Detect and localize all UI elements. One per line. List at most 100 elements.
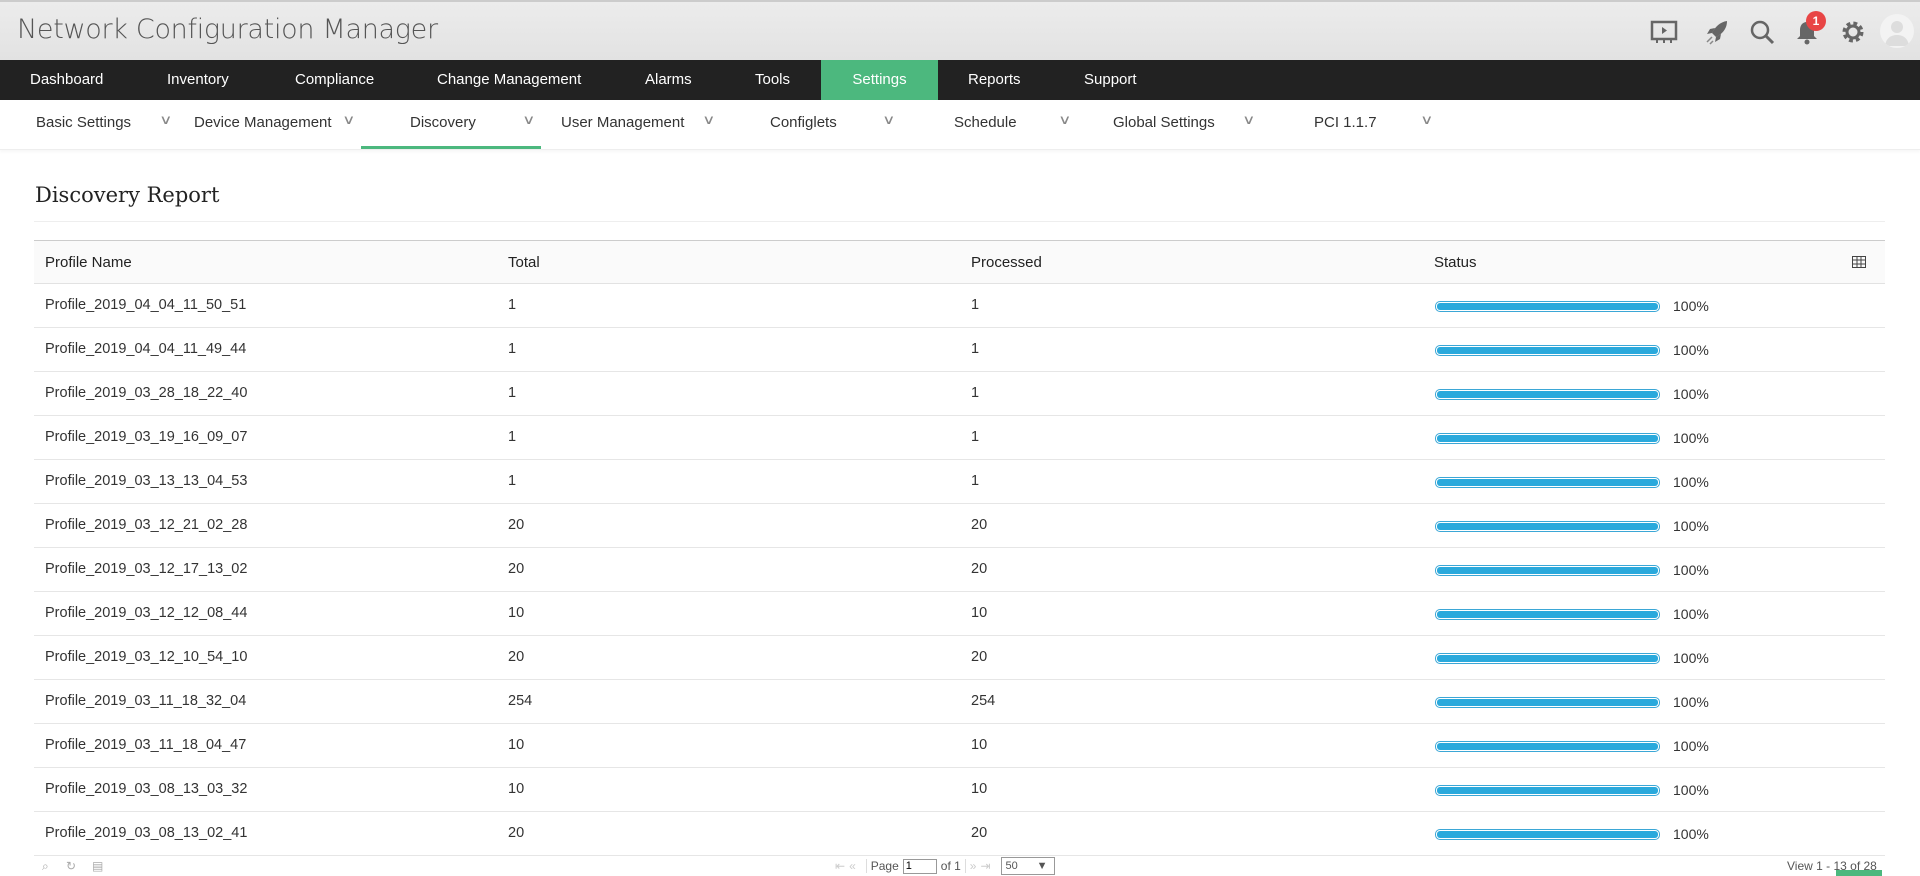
search-icon[interactable] <box>1748 18 1776 46</box>
columns-icon[interactable]: ▤ <box>92 859 104 873</box>
chevron-down-icon[interactable]: ∨ <box>342 112 356 127</box>
total-value: 10 <box>508 605 525 621</box>
progress-bar <box>1435 653 1660 664</box>
tab-configlets[interactable]: Configlets <box>770 114 837 131</box>
tab-discovery[interactable]: Discovery <box>410 114 476 131</box>
total-value: 1 <box>508 429 517 445</box>
user-avatar[interactable] <box>1880 14 1914 48</box>
status-percent: 100% <box>1673 606 1709 622</box>
profile-name[interactable]: Profile_2019_03_13_13_04_53 <box>45 473 248 489</box>
divider <box>34 221 1885 222</box>
table-row[interactable]: Profile_2019_03_12_10_54_10 20 20 100% <box>34 636 1885 680</box>
profile-name[interactable]: Profile_2019_03_08_13_02_41 <box>45 825 248 841</box>
next-page-icon[interactable]: » <box>969 859 977 873</box>
chevron-down-icon[interactable]: ∨ <box>159 112 173 127</box>
table-row[interactable]: Profile_2019_04_04_11_50_51 1 1 100% <box>34 284 1885 328</box>
nav-change-management[interactable]: Change Management <box>437 71 582 88</box>
column-status[interactable]: Status <box>1434 254 1477 271</box>
profile-name[interactable]: Profile_2019_03_11_18_32_04 <box>45 693 247 709</box>
table-row[interactable]: Profile_2019_03_08_13_02_41 20 20 100% <box>34 812 1885 856</box>
processed-value: 254 <box>971 693 996 709</box>
tab-pci[interactable]: PCI 1.1.7 <box>1314 114 1377 131</box>
profile-name[interactable]: Profile_2019_03_08_13_03_32 <box>45 781 248 797</box>
page-size-select[interactable]: 50 ▼ <box>1000 857 1055 875</box>
table-row[interactable]: Profile_2019_03_12_21_02_28 20 20 100% <box>34 504 1885 548</box>
dropdown-arrow-icon: ▼ <box>1036 860 1048 872</box>
table-row[interactable]: Profile_2019_03_12_17_13_02 20 20 100% <box>34 548 1885 592</box>
tab-device-management[interactable]: Device Management <box>194 114 332 131</box>
profile-name[interactable]: Profile_2019_03_12_17_13_02 <box>45 561 248 577</box>
table-row[interactable]: Profile_2019_03_19_16_09_07 1 1 100% <box>34 416 1885 460</box>
total-value: 20 <box>508 825 525 841</box>
presentation-icon[interactable] <box>1650 18 1678 46</box>
progress-bar <box>1435 477 1660 488</box>
progress-bar <box>1435 301 1660 312</box>
processed-value: 20 <box>971 825 988 841</box>
tab-user-management[interactable]: User Management <box>561 114 685 131</box>
profile-name[interactable]: Profile_2019_03_12_21_02_28 <box>45 517 248 533</box>
status-percent: 100% <box>1673 782 1709 798</box>
notification-badge[interactable]: 1 <box>1806 11 1826 31</box>
status-percent: 100% <box>1673 518 1709 534</box>
page-count: of 1 <box>941 859 966 873</box>
table-row[interactable]: Profile_2019_03_12_12_08_44 10 10 100% <box>34 592 1885 636</box>
nav-dashboard[interactable]: Dashboard <box>30 71 104 88</box>
column-chooser-icon[interactable] <box>1852 256 1866 268</box>
table-row[interactable]: Profile_2019_03_11_18_32_04 254 254 100% <box>34 680 1885 724</box>
total-value: 10 <box>508 781 525 797</box>
profile-name[interactable]: Profile_2019_03_11_18_04_47 <box>45 737 247 753</box>
column-profile-name[interactable]: Profile Name <box>45 254 132 271</box>
progress-fill <box>1437 567 1658 574</box>
nav-alarms[interactable]: Alarms <box>645 71 692 88</box>
chevron-down-icon[interactable]: ∨ <box>1420 112 1434 127</box>
nav-tools[interactable]: Tools <box>755 71 791 88</box>
tab-global-settings[interactable]: Global Settings <box>1113 114 1215 131</box>
profile-name[interactable]: Profile_2019_03_28_18_22_40 <box>45 385 248 401</box>
table-row[interactable]: Profile_2019_03_28_18_22_40 1 1 100% <box>34 372 1885 416</box>
progress-bar <box>1435 345 1660 356</box>
search-icon[interactable]: ⌕ <box>42 859 49 873</box>
view-range: View 1 - 13 of 28 <box>1787 859 1877 873</box>
table-row[interactable]: Profile_2019_03_11_18_04_47 10 10 100% <box>34 724 1885 768</box>
processed-value: 1 <box>971 473 980 489</box>
page-input[interactable] <box>902 858 937 874</box>
chevron-down-icon[interactable]: ∨ <box>702 112 716 127</box>
total-value: 20 <box>508 649 525 665</box>
profile-name[interactable]: Profile_2019_03_12_12_08_44 <box>45 605 248 621</box>
nav-settings[interactable]: Settings <box>821 60 938 100</box>
refresh-icon[interactable]: ↻ <box>66 859 77 873</box>
progress-fill <box>1437 699 1658 706</box>
chevron-down-icon[interactable]: ∨ <box>882 112 896 127</box>
discovery-table: Profile Name Total Processed Status Prof… <box>34 240 1885 856</box>
total-value: 1 <box>508 473 517 489</box>
nav-compliance[interactable]: Compliance <box>295 71 375 88</box>
profile-name[interactable]: Profile_2019_03_19_16_09_07 <box>45 429 248 445</box>
chevron-down-icon[interactable]: ∨ <box>522 112 536 127</box>
prev-page-icon[interactable]: « <box>849 859 856 873</box>
gear-icon[interactable] <box>1839 18 1867 46</box>
total-value: 254 <box>508 693 533 709</box>
column-processed[interactable]: Processed <box>971 254 1042 271</box>
progress-bar <box>1435 609 1660 620</box>
table-row[interactable]: Profile_2019_04_04_11_49_44 1 1 100% <box>34 328 1885 372</box>
nav-inventory[interactable]: Inventory <box>167 71 229 88</box>
nav-support[interactable]: Support <box>1084 71 1137 88</box>
status-percent: 100% <box>1673 342 1709 358</box>
profile-name[interactable]: Profile_2019_03_12_10_54_10 <box>45 649 248 665</box>
column-total[interactable]: Total <box>508 254 540 271</box>
chevron-down-icon[interactable]: ∨ <box>1058 112 1072 127</box>
profile-name[interactable]: Profile_2019_04_04_11_49_44 <box>45 341 247 357</box>
tab-basic-settings[interactable]: Basic Settings <box>36 114 132 131</box>
nav-reports[interactable]: Reports <box>968 71 1021 88</box>
chevron-down-icon[interactable]: ∨ <box>1242 112 1256 127</box>
last-page-icon[interactable]: ⇥ <box>980 859 991 873</box>
progress-bar <box>1435 741 1660 752</box>
tab-schedule[interactable]: Schedule <box>954 114 1017 131</box>
progress-fill <box>1437 479 1658 486</box>
profile-name[interactable]: Profile_2019_04_04_11_50_51 <box>45 297 247 313</box>
first-page-icon[interactable]: ⇤ <box>835 859 846 873</box>
status-percent: 100% <box>1673 738 1709 754</box>
table-row[interactable]: Profile_2019_03_08_13_03_32 10 10 100% <box>34 768 1885 812</box>
rocket-icon[interactable] <box>1703 18 1731 46</box>
table-row[interactable]: Profile_2019_03_13_13_04_53 1 1 100% <box>34 460 1885 504</box>
